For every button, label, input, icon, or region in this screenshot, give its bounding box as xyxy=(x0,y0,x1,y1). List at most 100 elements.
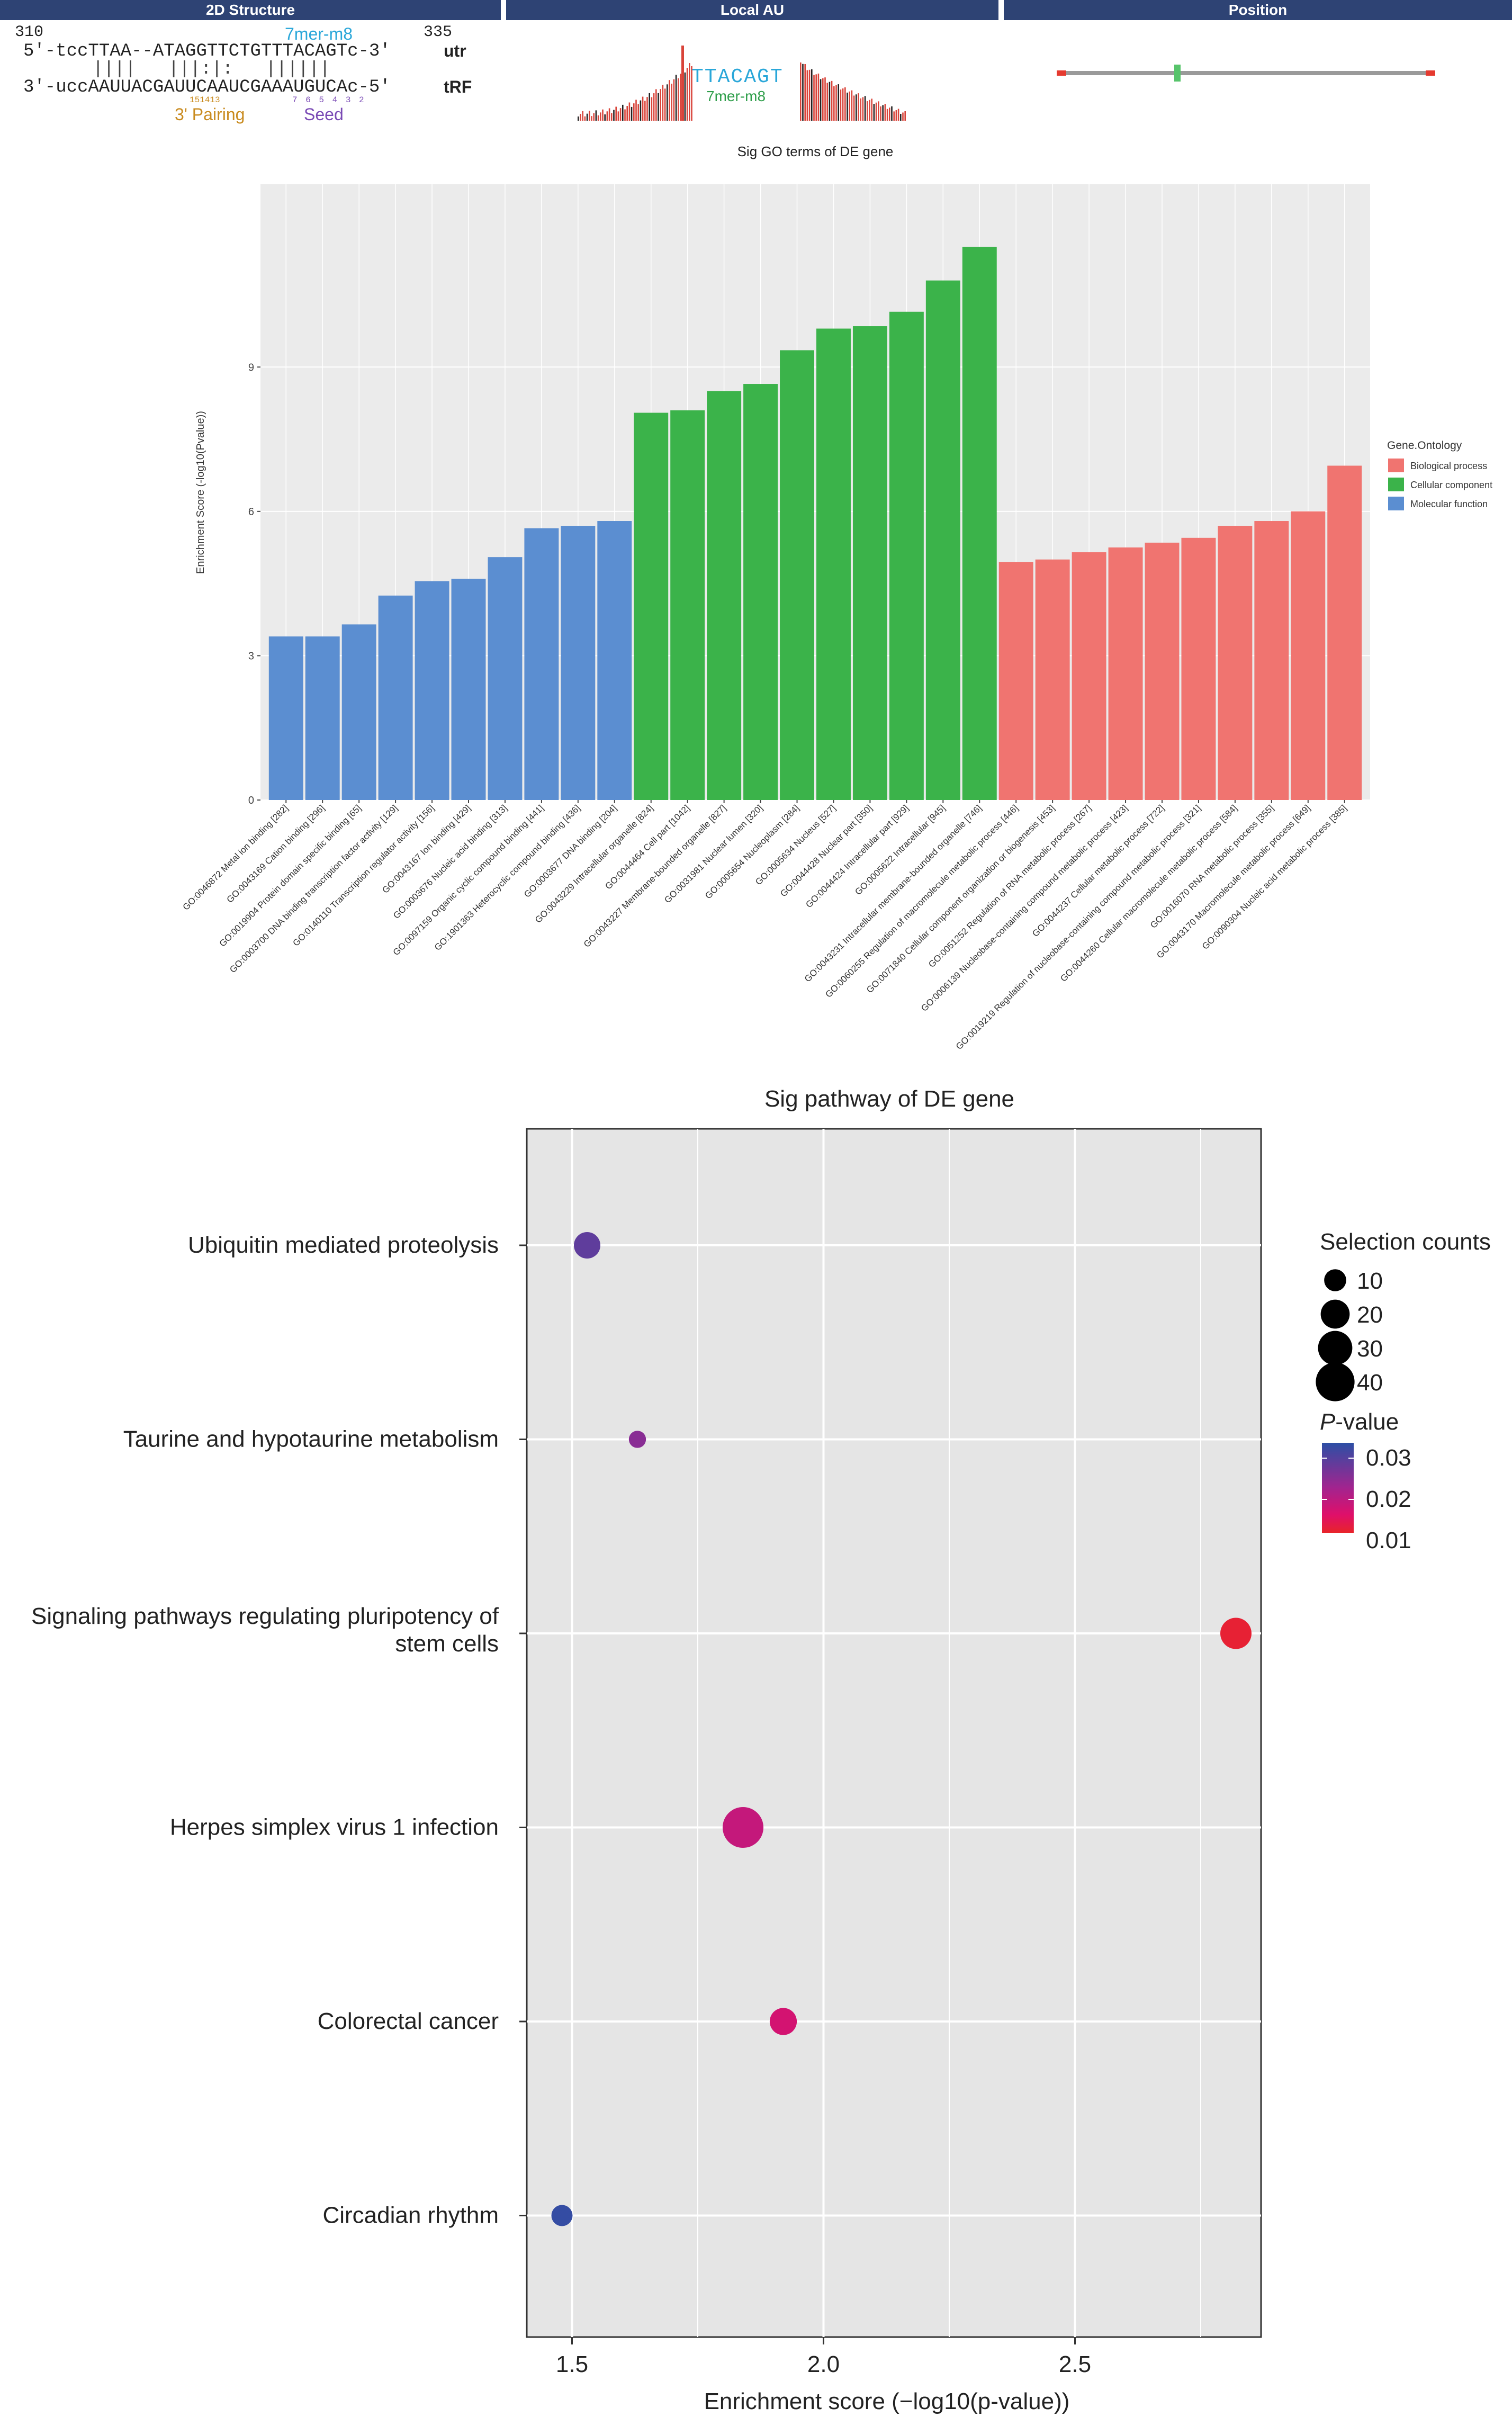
au-bar xyxy=(673,79,675,121)
au-bar xyxy=(856,94,857,121)
au-bar xyxy=(900,114,902,121)
go-bar xyxy=(1218,526,1253,800)
au-bar xyxy=(815,74,817,121)
go-y-tick-label: 6 xyxy=(248,506,254,518)
au-bar xyxy=(595,110,597,121)
au-bar xyxy=(589,111,590,121)
go-x-tick-label: GO:0043231 Intracellular membrane-bounde… xyxy=(803,803,984,984)
go-bar xyxy=(816,328,851,800)
pathway-x-axis-label: Enrichment score (−log10(p-value)) xyxy=(704,2388,1070,2414)
go-bar xyxy=(1254,521,1289,800)
trf-label: tRF xyxy=(444,77,472,96)
au-bar xyxy=(624,109,626,121)
au-bar xyxy=(631,106,633,121)
pathway-y-tick-label: Signaling pathways regulating pluripoten… xyxy=(31,1603,499,1629)
au-bar xyxy=(660,89,661,121)
au-bar xyxy=(580,113,581,121)
go-bar xyxy=(1291,511,1326,800)
go-y-tick-label: 0 xyxy=(248,795,254,806)
site-type-label: 7mer-m8 xyxy=(285,24,353,43)
au-bar xyxy=(844,87,846,121)
structure-panel: 310 335 7mer-m8 5'-tccTTAA--ATAGGTTCTGTT… xyxy=(0,20,501,131)
go-x-tick-label: GO:0019219 Regulation of nucleobase-cont… xyxy=(954,803,1203,1052)
au-bar xyxy=(619,108,622,121)
size-legend-dot xyxy=(1316,1362,1355,1401)
au-bar xyxy=(640,100,642,121)
au-bar xyxy=(633,103,635,121)
au-bar xyxy=(840,89,842,121)
size-legend-title: Selection counts xyxy=(1320,1229,1491,1255)
au-bar xyxy=(891,106,893,121)
au-bar xyxy=(600,112,601,121)
au-bar xyxy=(646,97,648,121)
go-bar xyxy=(780,350,814,800)
go-legend-entry-bp: Biological process xyxy=(1410,461,1487,471)
au-bar xyxy=(811,69,813,121)
pvalue-colorbar xyxy=(1322,1443,1354,1533)
au-bar xyxy=(669,80,670,121)
au-bar xyxy=(617,111,619,121)
au-bar xyxy=(658,93,659,121)
au-bar xyxy=(608,108,610,121)
au-bar xyxy=(882,105,884,121)
tab-position[interactable]: Position xyxy=(1004,0,1512,20)
au-bar xyxy=(875,102,877,121)
au-bar xyxy=(822,78,824,121)
go-bar xyxy=(1072,552,1106,800)
go-x-tick-label: GO:0044260 Cellular macromolecule metabo… xyxy=(1058,803,1239,984)
go-legend-entry-cc: Cellular component xyxy=(1410,480,1492,490)
go-x-tick-label: GO:0016070 RNA metabolic process [355] xyxy=(1148,803,1276,930)
au-bar xyxy=(829,82,831,121)
au-bar xyxy=(833,86,835,121)
au-bar xyxy=(684,72,686,121)
position-track xyxy=(1057,65,1435,82)
tab-2d-structure[interactable]: 2D Structure xyxy=(0,0,501,20)
pathway-plot-background xyxy=(526,1128,1262,2338)
pathway-y-tick-label: Ubiquitin mediated proteolysis xyxy=(188,1232,499,1258)
au-bar xyxy=(808,69,811,121)
au-bar xyxy=(904,111,906,121)
au-bar xyxy=(806,70,808,121)
au-bar xyxy=(604,114,606,121)
seed-label: Seed xyxy=(304,105,344,124)
au-bar xyxy=(686,68,688,121)
go-bar xyxy=(415,581,449,800)
au-bar xyxy=(593,113,595,121)
au-bar xyxy=(671,84,672,121)
pairing-label: 3' Pairing xyxy=(175,105,245,124)
size-legend-label: 30 xyxy=(1357,1336,1383,1362)
pathway-x-tick-label: 1.5 xyxy=(556,2351,588,2377)
pathway-bubble-chart: Sig pathway of DE gene Ubiquitin mediate… xyxy=(31,1086,1491,2414)
au-bar xyxy=(884,104,886,121)
go-y-tick-label: 9 xyxy=(248,362,254,373)
au-bar xyxy=(862,97,864,121)
pathway-x-tick-label: 2.0 xyxy=(807,2351,840,2377)
local-au-bars xyxy=(578,46,906,121)
go-legend-swatch-cc xyxy=(1388,478,1404,491)
au-bar xyxy=(678,78,679,121)
pathway-point xyxy=(1220,1618,1252,1649)
seed-position-numbers: 7 6 5 4 3 2 xyxy=(292,95,366,105)
go-bar xyxy=(561,526,596,800)
pathway-legend: Selection counts 10 20 30 40 P-value 0.03 0.… xyxy=(1316,1229,1491,1553)
go-bar xyxy=(998,562,1033,800)
tab-local-au[interactable]: Local AU xyxy=(506,0,998,20)
go-bar xyxy=(341,624,376,800)
au-bar xyxy=(606,111,608,121)
size-legend-dot xyxy=(1320,1299,1350,1329)
au-bar xyxy=(860,98,861,121)
go-bar xyxy=(707,391,742,800)
go-bar xyxy=(634,412,669,800)
au-bar xyxy=(824,77,826,121)
au-bar xyxy=(628,102,631,121)
au-bar xyxy=(831,80,833,121)
au-bar xyxy=(635,100,637,121)
local-au-site-type: 7mer-m8 xyxy=(706,88,766,104)
go-x-tick-label: GO:0044237 Cellular metabolic process [7… xyxy=(1030,803,1166,939)
utr-label: utr xyxy=(444,41,466,60)
pvalue-tick-label: 0.03 xyxy=(1366,1445,1411,1471)
go-bar xyxy=(597,521,632,800)
position-start: 310 xyxy=(15,23,44,41)
pathway-y-tick-label: stem cells xyxy=(395,1631,499,1657)
